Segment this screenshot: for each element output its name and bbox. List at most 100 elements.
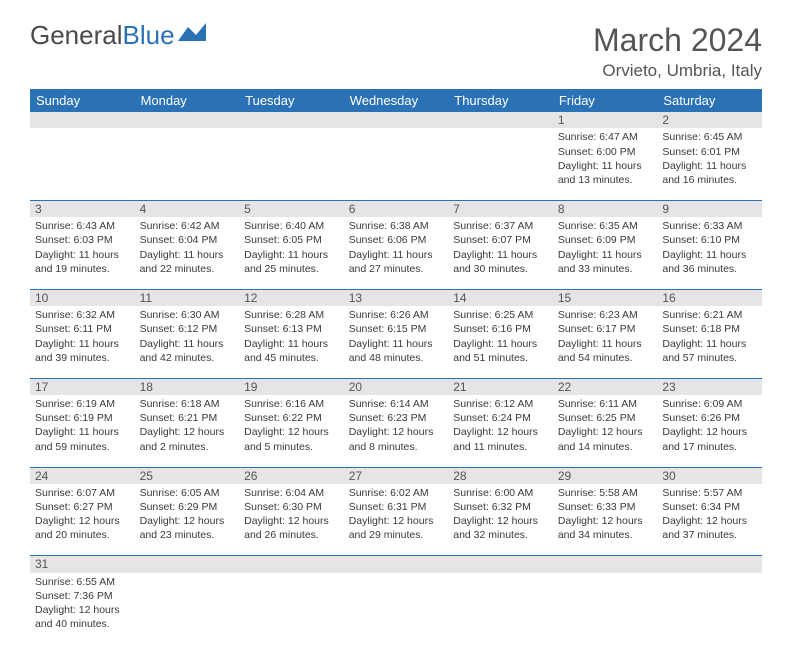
day-number: 3 xyxy=(30,200,135,217)
sunrise-text: Sunrise: 6:40 AM xyxy=(244,219,339,233)
sunrise-text: Sunrise: 5:58 AM xyxy=(558,486,653,500)
day-cell xyxy=(344,573,449,645)
sunset-text: Sunset: 6:03 PM xyxy=(35,233,130,247)
day-number: 6 xyxy=(344,200,449,217)
day-cell: Sunrise: 6:42 AMSunset: 6:04 PMDaylight:… xyxy=(135,217,240,289)
day-number: 5 xyxy=(239,200,344,217)
day-cell xyxy=(553,573,658,645)
sunset-text: Sunset: 6:16 PM xyxy=(453,322,548,336)
day-number: 1 xyxy=(553,112,658,128)
sunset-text: Sunset: 6:33 PM xyxy=(558,500,653,514)
sunset-text: Sunset: 6:06 PM xyxy=(349,233,444,247)
sunrise-text: Sunrise: 6:30 AM xyxy=(140,308,235,322)
sunrise-text: Sunrise: 6:23 AM xyxy=(558,308,653,322)
day-cell: Sunrise: 6:00 AMSunset: 6:32 PMDaylight:… xyxy=(448,484,553,556)
daylight-text: Daylight: 12 hours and 32 minutes. xyxy=(453,514,548,542)
day-cell: Sunrise: 6:32 AMSunset: 6:11 PMDaylight:… xyxy=(30,306,135,378)
sunset-text: Sunset: 6:23 PM xyxy=(349,411,444,425)
sunrise-text: Sunrise: 6:26 AM xyxy=(349,308,444,322)
day-number xyxy=(344,112,449,128)
day-number xyxy=(239,112,344,128)
daylight-text: Daylight: 12 hours and 26 minutes. xyxy=(244,514,339,542)
weekday-header: Monday xyxy=(135,89,240,112)
day-number: 22 xyxy=(553,378,658,395)
sunset-text: Sunset: 6:34 PM xyxy=(662,500,757,514)
day-detail-row: Sunrise: 6:55 AMSunset: 7:36 PMDaylight:… xyxy=(30,573,762,645)
day-cell: Sunrise: 6:38 AMSunset: 6:06 PMDaylight:… xyxy=(344,217,449,289)
daylight-text: Daylight: 12 hours and 34 minutes. xyxy=(558,514,653,542)
day-number: 12 xyxy=(239,289,344,306)
daylight-text: Daylight: 11 hours and 42 minutes. xyxy=(140,337,235,365)
sunset-text: Sunset: 6:04 PM xyxy=(140,233,235,247)
daylight-text: Daylight: 12 hours and 17 minutes. xyxy=(662,425,757,453)
daylight-text: Daylight: 12 hours and 5 minutes. xyxy=(244,425,339,453)
calendar-body: 12 Sunrise: 6:47 AMSunset: 6:00 PM Dayligh… xyxy=(30,112,762,645)
calendar-page: GeneralBlue March 2024 Orvieto, Umbria, … xyxy=(0,0,792,655)
day-number: 13 xyxy=(344,289,449,306)
sunrise-text: Sunrise: 6:42 AM xyxy=(140,219,235,233)
day-cell: Sunrise: 6:33 AMSunset: 6:10 PMDaylight:… xyxy=(657,217,762,289)
daylight-text: Daylight: 12 hours and 14 minutes. xyxy=(558,425,653,453)
day-number xyxy=(344,556,449,573)
day-number-row: 10111213141516 xyxy=(30,289,762,306)
day-number: 7 xyxy=(448,200,553,217)
day-cell xyxy=(448,128,553,200)
weekday-header: Thursday xyxy=(448,89,553,112)
day-cell: Sunrise: 6:23 AMSunset: 6:17 PMDaylight:… xyxy=(553,306,658,378)
day-cell: Sunrise: 6:14 AMSunset: 6:23 PMDaylight:… xyxy=(344,395,449,467)
sunrise-text: Sunrise: 6:47 AM xyxy=(558,130,653,144)
logo-flag-icon xyxy=(178,23,208,48)
sunrise-text: Sunrise: 6:12 AM xyxy=(453,397,548,411)
daylight-text: Daylight: 11 hours and 33 minutes. xyxy=(558,248,653,276)
day-number xyxy=(448,112,553,128)
sunrise-text: Sunrise: 6:45 AM xyxy=(662,130,757,144)
day-cell: Sunrise: 6:40 AMSunset: 6:05 PMDaylight:… xyxy=(239,217,344,289)
day-cell: Sunrise: 6:16 AMSunset: 6:22 PMDaylight:… xyxy=(239,395,344,467)
daylight-text: Daylight: 11 hours and 51 minutes. xyxy=(453,337,548,365)
daylight-text: Daylight: 11 hours and 39 minutes. xyxy=(35,337,130,365)
day-number: 18 xyxy=(135,378,240,395)
sunset-text: Sunset: 6:24 PM xyxy=(453,411,548,425)
daylight-text: Daylight: 12 hours and 29 minutes. xyxy=(349,514,444,542)
logo-text: GeneralBlue xyxy=(30,22,175,48)
sunset-text: Sunset: 6:31 PM xyxy=(349,500,444,514)
weekday-header: Tuesday xyxy=(239,89,344,112)
sunset-text: Sunset: 6:32 PM xyxy=(453,500,548,514)
sunset-text: Sunset: 6:15 PM xyxy=(349,322,444,336)
weekday-header: Saturday xyxy=(657,89,762,112)
header-row: GeneralBlue March 2024 Orvieto, Umbria, … xyxy=(30,22,762,81)
day-cell: Sunrise: 5:57 AMSunset: 6:34 PMDaylight:… xyxy=(657,484,762,556)
sunrise-text: Sunrise: 6:18 AM xyxy=(140,397,235,411)
day-cell: Sunrise: 6:19 AMSunset: 6:19 PMDaylight:… xyxy=(30,395,135,467)
daylight-text: Daylight: 11 hours and 45 minutes. xyxy=(244,337,339,365)
day-number xyxy=(553,556,658,573)
day-cell: Sunrise: 6:07 AMSunset: 6:27 PMDaylight:… xyxy=(30,484,135,556)
day-detail-row: Sunrise: 6:43 AMSunset: 6:03 PMDaylight:… xyxy=(30,217,762,289)
daylight-text: Daylight: 11 hours and 36 minutes. xyxy=(662,248,757,276)
day-number: 28 xyxy=(448,467,553,484)
sunrise-text: Sunrise: 6:14 AM xyxy=(349,397,444,411)
sunset-text: Sunset: 6:07 PM xyxy=(453,233,548,247)
sunrise-text: Sunrise: 6:28 AM xyxy=(244,308,339,322)
day-cell xyxy=(239,128,344,200)
sunrise-text: Sunrise: 6:11 AM xyxy=(558,397,653,411)
day-number: 4 xyxy=(135,200,240,217)
day-number xyxy=(657,556,762,573)
sunset-text: Sunset: 6:00 PM xyxy=(558,145,653,159)
day-number: 2 xyxy=(657,112,762,128)
sunrise-text: Sunrise: 6:19 AM xyxy=(35,397,130,411)
day-number xyxy=(30,112,135,128)
day-number: 16 xyxy=(657,289,762,306)
sunrise-text: Sunrise: 6:05 AM xyxy=(140,486,235,500)
sunset-text: Sunset: 6:30 PM xyxy=(244,500,339,514)
sunrise-text: Sunrise: 6:09 AM xyxy=(662,397,757,411)
day-number: 10 xyxy=(30,289,135,306)
sunset-text: Sunset: 6:10 PM xyxy=(662,233,757,247)
daylight-text: Daylight: 12 hours and 8 minutes. xyxy=(349,425,444,453)
sunset-text: Sunset: 6:13 PM xyxy=(244,322,339,336)
day-cell: Sunrise: 6:05 AMSunset: 6:29 PMDaylight:… xyxy=(135,484,240,556)
daylight-text: Daylight: 11 hours and 59 minutes. xyxy=(35,425,130,453)
day-cell: Sunrise: 6:55 AMSunset: 7:36 PMDaylight:… xyxy=(30,573,135,645)
sunset-text: Sunset: 6:01 PM xyxy=(662,145,757,159)
day-cell xyxy=(135,128,240,200)
